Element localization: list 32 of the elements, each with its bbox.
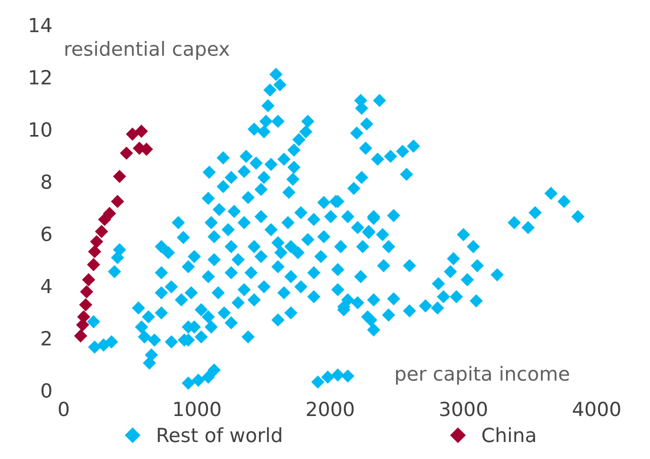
y-tick-label: 8 — [42, 174, 52, 190]
x-tick-label: 2000 — [306, 402, 354, 416]
x-tick-label: 4000 — [572, 402, 620, 416]
point — [94, 224, 108, 238]
y-tick-label: 14 — [30, 18, 52, 32]
point — [98, 212, 112, 226]
y-tick-label: 10 — [30, 122, 52, 137]
x-tick-label: 0 — [58, 402, 69, 416]
y-tick-label: 4 — [41, 278, 52, 294]
point — [76, 318, 90, 332]
x-axis-title: per capita income — [396, 366, 570, 385]
point — [112, 170, 126, 183]
y-tick-label: 2 — [42, 330, 51, 346]
y-axis-title: residential capex — [65, 40, 230, 60]
point — [134, 124, 148, 138]
point — [110, 194, 124, 208]
point — [88, 244, 102, 258]
point — [74, 329, 88, 342]
x-tick-label: 1000 — [174, 402, 220, 416]
point — [126, 128, 140, 141]
legend-label: Rest of world — [158, 427, 282, 442]
point — [86, 258, 100, 272]
point — [80, 285, 94, 298]
point — [90, 235, 104, 248]
point — [120, 146, 134, 160]
legend-label: China — [482, 427, 536, 442]
y-tick-label: 0 — [42, 383, 52, 398]
y-tick-label: 6 — [42, 226, 52, 242]
point — [79, 298, 92, 312]
x-tick-label: 3000 — [440, 402, 487, 416]
y-tick-label: 12 — [30, 70, 51, 84]
point — [82, 273, 96, 286]
